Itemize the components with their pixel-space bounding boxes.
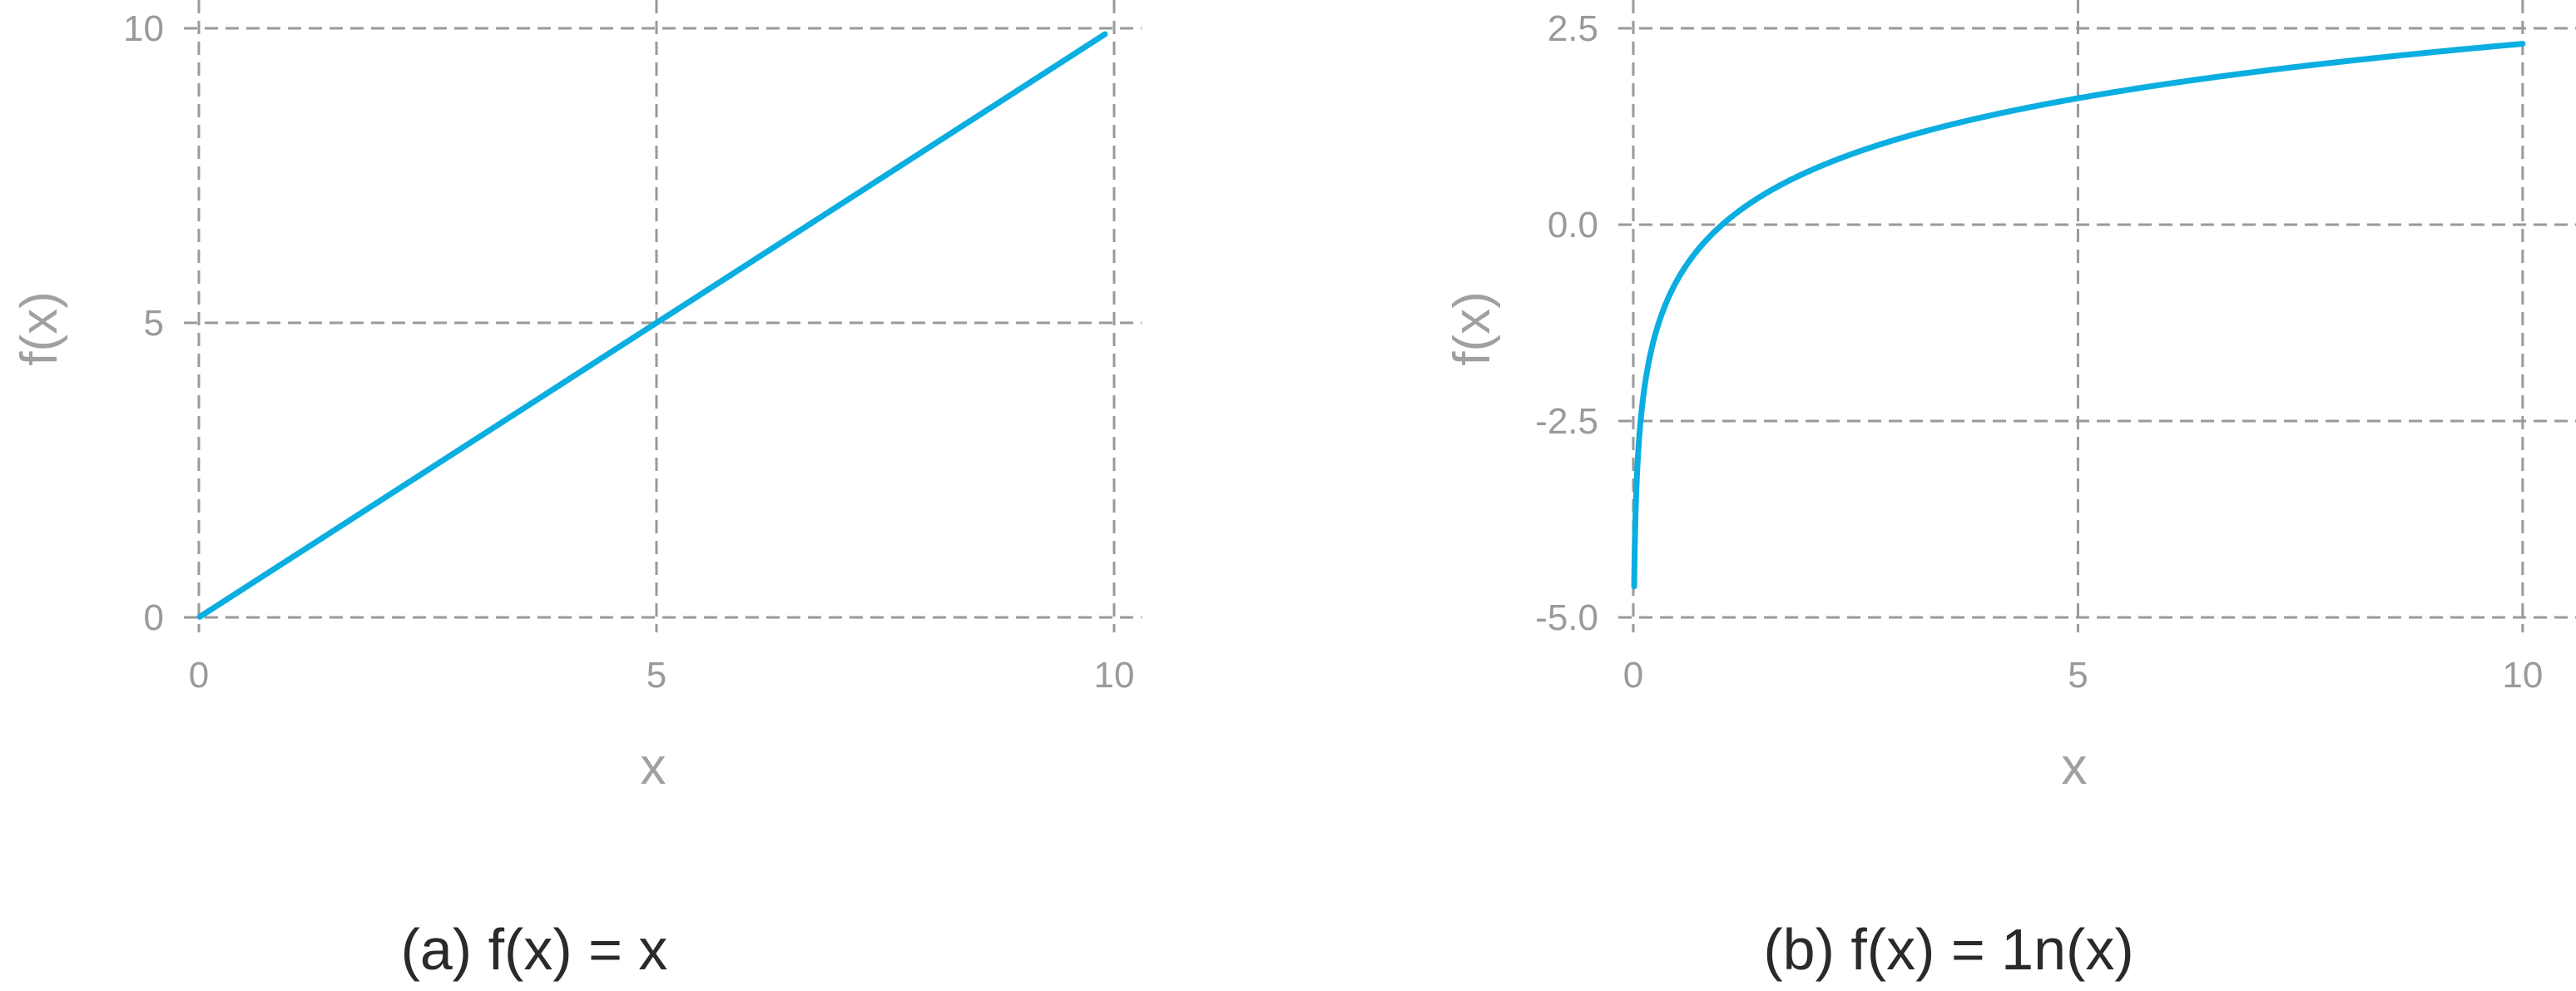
panel-a-y-tick-label: 5 (144, 303, 164, 344)
panel-a-x-axis-label: x (641, 738, 666, 795)
panel-b-y-tick-label: -5.0 (1535, 597, 1598, 638)
panel-a-ticks: 0 5 10 0 5 10 (123, 8, 1134, 696)
panel-b-x-tick-label: 0 (1623, 655, 1643, 696)
panel-b-ticks: 0 5 10 -5.0 -2.5 0.0 2.5 (1535, 8, 2543, 696)
panel-b-caption: (b) f(x) = 1n(x) (1763, 917, 2133, 982)
panel-b-y-tick-label: -2.5 (1535, 401, 1598, 442)
panel-b-y-tick-label: 2.5 (1548, 8, 1598, 49)
panel-a-series-line (196, 31, 1108, 620)
panel-a-y-tick-label: 10 (123, 8, 164, 49)
panel-b-y-axis-label: f(x) (1444, 291, 1501, 366)
panel-a-x-tick-label: 0 (189, 655, 209, 696)
panel-a-plot-area (196, 31, 1108, 620)
panel-b-x-tick-label: 5 (2068, 655, 2088, 696)
panel-b-natural-log: 0 5 10 -5.0 -2.5 0.0 2.5 x f(x) (b) f(x) = 1n(… (1444, 0, 2576, 982)
panel-b-plot-area (1631, 41, 2526, 590)
panel-b-x-tick-label: 10 (2502, 655, 2543, 696)
panel-b-series-line (1631, 41, 2526, 590)
panel-a-grid (184, 0, 1142, 632)
panel-a-y-tick-label: 0 (144, 597, 164, 638)
panel-a-x-tick-label: 5 (646, 655, 666, 696)
panel-b-x-axis-label: x (2062, 738, 2088, 795)
panel-a-caption: (a) f(x) = x (401, 917, 668, 982)
panel-b-grid (1618, 0, 2576, 632)
panel-a-x-tick-label: 10 (1094, 655, 1135, 696)
panel-a-linear: 0 5 10 0 5 10 x f(x) (a) f(x) = x (11, 0, 1142, 982)
panel-a-y-axis-label: f(x) (11, 291, 68, 366)
panel-b-y-tick-label: 0.0 (1548, 205, 1598, 245)
